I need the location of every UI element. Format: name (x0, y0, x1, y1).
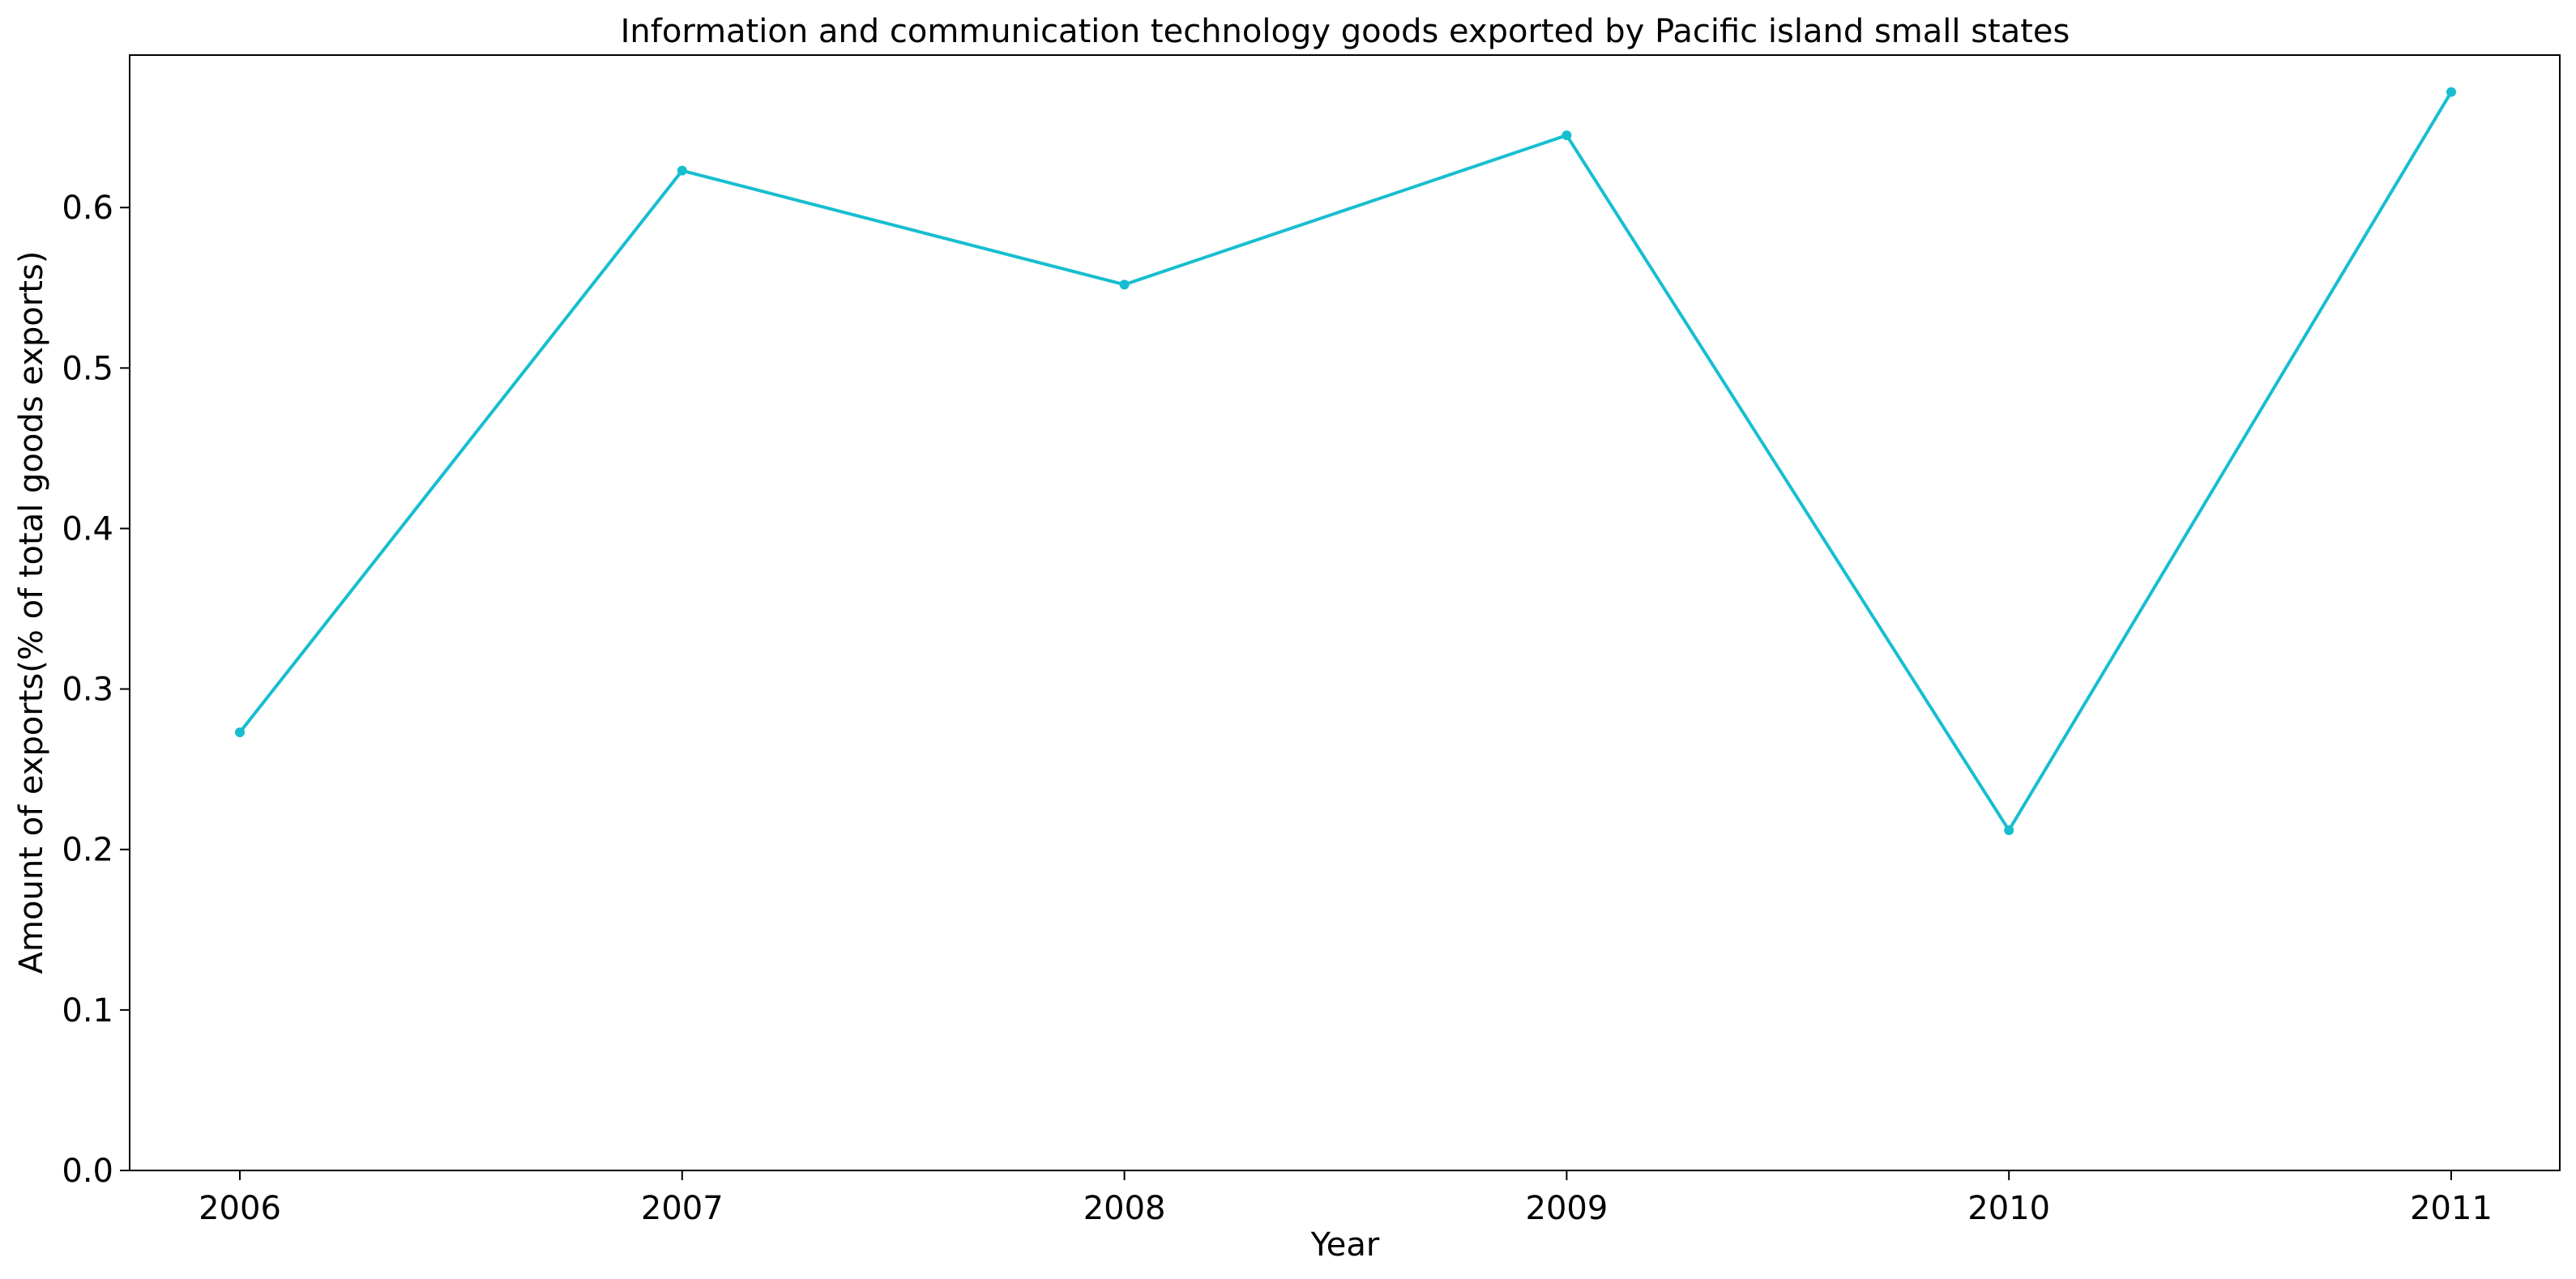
data-point (2004, 825, 2014, 835)
x-tick-label: 2010 (1967, 1190, 2050, 1227)
data-point (235, 727, 245, 738)
series-group (235, 87, 2456, 835)
data-point (2446, 87, 2456, 97)
series-line (238, 91, 2453, 832)
y-tick-label: 0.0 (62, 1153, 113, 1190)
data-point (1561, 130, 1572, 141)
y-tick-label: 0.6 (62, 190, 113, 227)
y-tick-label: 0.4 (62, 510, 113, 548)
y-tick-label: 0.2 (62, 832, 113, 869)
x-tick-label: 2008 (1083, 1190, 1166, 1227)
data-point (1119, 279, 1130, 290)
x-axis-label: Year (1310, 1226, 1380, 1264)
chart-title: Information and communication technology… (621, 13, 2070, 50)
y-tick-label: 0.5 (62, 350, 113, 387)
plot-frame (129, 54, 2561, 1171)
y-axis-label: Amount of exports(% of total goods expor… (13, 251, 50, 974)
y-axis-ticks: 0.0 0.1 0.2 0.3 0.4 0.5 0.6 (62, 190, 130, 1190)
data-point (677, 165, 687, 176)
x-tick-label: 2011 (2410, 1190, 2493, 1227)
x-tick-label: 2009 (1526, 1190, 1608, 1227)
y-tick-label: 0.1 (62, 992, 113, 1030)
x-tick-label: 2006 (199, 1190, 281, 1227)
x-axis-ticks: 2006 2007 2008 2009 2010 2011 (199, 1170, 2493, 1227)
y-tick-label: 0.3 (62, 671, 113, 709)
plot-area: 0.00.10.20.30.40.50.6 2006 2007 2008 2009 20… (62, 54, 2561, 1227)
x-tick-label: 2007 (641, 1190, 724, 1227)
